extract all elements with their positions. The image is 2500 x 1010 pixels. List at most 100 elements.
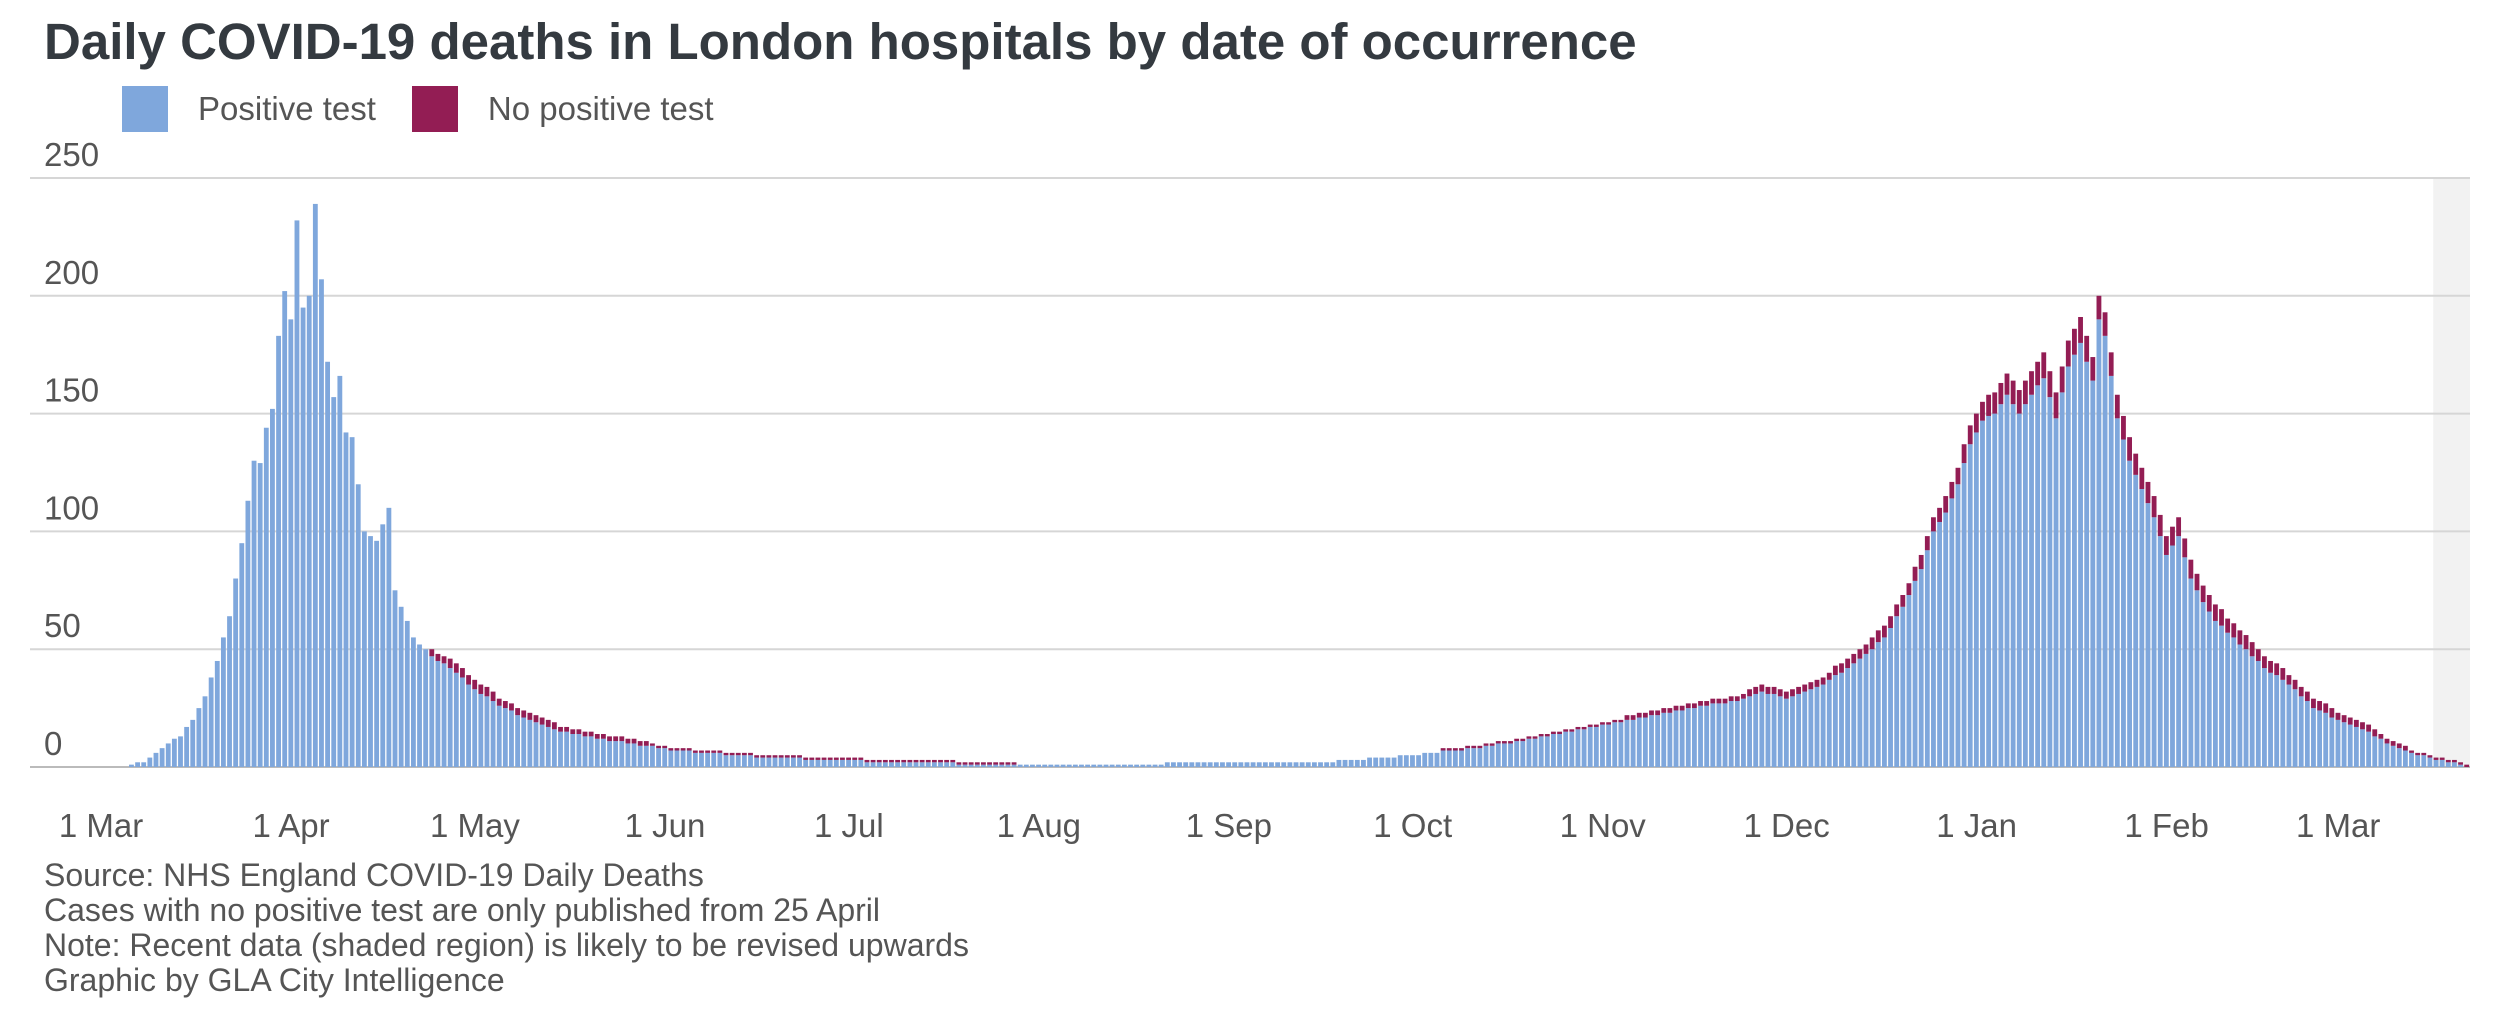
bar-no-positive-test (1587, 724, 1593, 727)
bar-positive-test (398, 606, 404, 767)
bar-no-positive-test (1980, 401, 1985, 421)
bar-positive-test (1857, 658, 1863, 767)
bar-positive-test (723, 755, 729, 767)
bar-no-positive-test (502, 701, 508, 709)
bar-no-positive-test (2102, 312, 2108, 336)
bar-positive-test (472, 689, 478, 767)
bar-no-positive-test (2170, 526, 2175, 546)
bar-no-positive-test (1857, 649, 1863, 659)
bar-positive-test (196, 708, 202, 767)
bar-positive-test (1716, 703, 1722, 767)
bar-no-positive-test (1673, 705, 1679, 711)
bar-no-positive-test (2072, 328, 2077, 355)
bar-positive-test (2323, 712, 2329, 767)
bar-positive-test (846, 759, 851, 767)
bar-positive-test (570, 734, 576, 767)
bar-no-positive-test (1955, 467, 1961, 485)
bar-no-positive-test (545, 719, 551, 727)
bar-no-positive-test (466, 675, 471, 685)
bar-positive-test (2243, 649, 2249, 767)
bar-positive-test (2335, 719, 2341, 767)
footnotes: Source: NHS England COVID-19 Daily Death… (44, 858, 969, 998)
bar-positive-test (545, 726, 551, 767)
bar-no-positive-test (2421, 752, 2427, 756)
bar-positive-test (2274, 675, 2280, 767)
bar-no-positive-test (2415, 752, 2421, 756)
bar-positive-test (1121, 764, 1127, 767)
bar-positive-test (625, 743, 631, 767)
bar-no-positive-test (1949, 481, 1955, 499)
bar-no-positive-test (1906, 583, 1912, 596)
legend-item-positive-test[interactable]: Positive test (122, 86, 376, 132)
bar-no-positive-test (1863, 644, 1869, 654)
bar-positive-test (1213, 762, 1219, 767)
bar-no-positive-test (527, 712, 533, 720)
legend-item-no-positive-test[interactable]: No positive test (411, 86, 714, 132)
bar-positive-test (1011, 764, 1017, 767)
bar-no-positive-test (582, 731, 588, 737)
bar-positive-test (858, 759, 864, 767)
bar-positive-test (1471, 748, 1477, 767)
bar-no-positive-test (2409, 750, 2414, 753)
bar-positive-test (2072, 354, 2077, 767)
bar-positive-test (331, 397, 337, 767)
bar-positive-test (2372, 736, 2378, 767)
legend-swatch-no-positive-test (411, 86, 458, 132)
bar-positive-test (1483, 745, 1489, 767)
bar-no-positive-test (956, 762, 962, 765)
bar-no-positive-test (447, 658, 453, 669)
bar-no-positive-test (2231, 623, 2237, 638)
bar-positive-test (361, 531, 367, 767)
bar-no-positive-test (1538, 734, 1544, 737)
bar-positive-test (1085, 764, 1091, 767)
bar-positive-test (1269, 762, 1274, 767)
bar-positive-test (1361, 759, 1366, 767)
bar-no-positive-test (2206, 595, 2212, 612)
bar-no-positive-test (1563, 729, 1569, 732)
bar-no-positive-test (2439, 757, 2445, 760)
bar-no-positive-test (2390, 741, 2396, 746)
bar-no-positive-test (1814, 679, 1820, 687)
bar-positive-test (453, 672, 459, 767)
x-tick-label: 1 Sep (1186, 807, 1272, 844)
bar-positive-test (1961, 463, 1967, 767)
bar-no-positive-test (1796, 686, 1802, 694)
bar-no-positive-test (588, 731, 594, 737)
bar-positive-test (815, 759, 821, 767)
bar-positive-test (2347, 724, 2353, 767)
bar-no-positive-test (2188, 559, 2194, 579)
bar-positive-test (662, 748, 668, 767)
bar-positive-test (2341, 722, 2347, 767)
bar-no-positive-test (2366, 724, 2372, 732)
bar-positive-test (901, 762, 907, 767)
bar-positive-test (1691, 708, 1697, 767)
bar-positive-test (797, 757, 802, 767)
bar-positive-test (1128, 764, 1133, 767)
bar-no-positive-test (1630, 715, 1636, 720)
bar-no-positive-test (1465, 745, 1471, 749)
bar-no-positive-test (852, 757, 858, 760)
bar-no-positive-test (2047, 371, 2053, 398)
bar-positive-test (1900, 606, 1906, 767)
bar-positive-test (2378, 738, 2384, 767)
bar-positive-test (1232, 762, 1238, 767)
bar-positive-test (741, 755, 747, 767)
bar-positive-test (1563, 731, 1569, 767)
bar-positive-test (1955, 484, 1961, 767)
bar-positive-test (1324, 762, 1330, 767)
bar-no-positive-test (1900, 595, 1906, 607)
bar-no-positive-test (1624, 715, 1630, 720)
bar-no-positive-test (925, 759, 931, 763)
bar-positive-test (748, 755, 753, 767)
bar-no-positive-test (515, 708, 521, 716)
bar-positive-test (1826, 679, 1832, 767)
bar-positive-test (913, 762, 919, 767)
bar-positive-test (1140, 764, 1146, 767)
bar-no-positive-test (760, 755, 766, 758)
bar-no-positive-test (876, 759, 882, 763)
bar-positive-test (2433, 759, 2439, 767)
bar-no-positive-test (1937, 507, 1942, 522)
bar-positive-test (1017, 764, 1023, 767)
bar-positive-test (1440, 750, 1446, 767)
bar-positive-test (650, 745, 655, 767)
